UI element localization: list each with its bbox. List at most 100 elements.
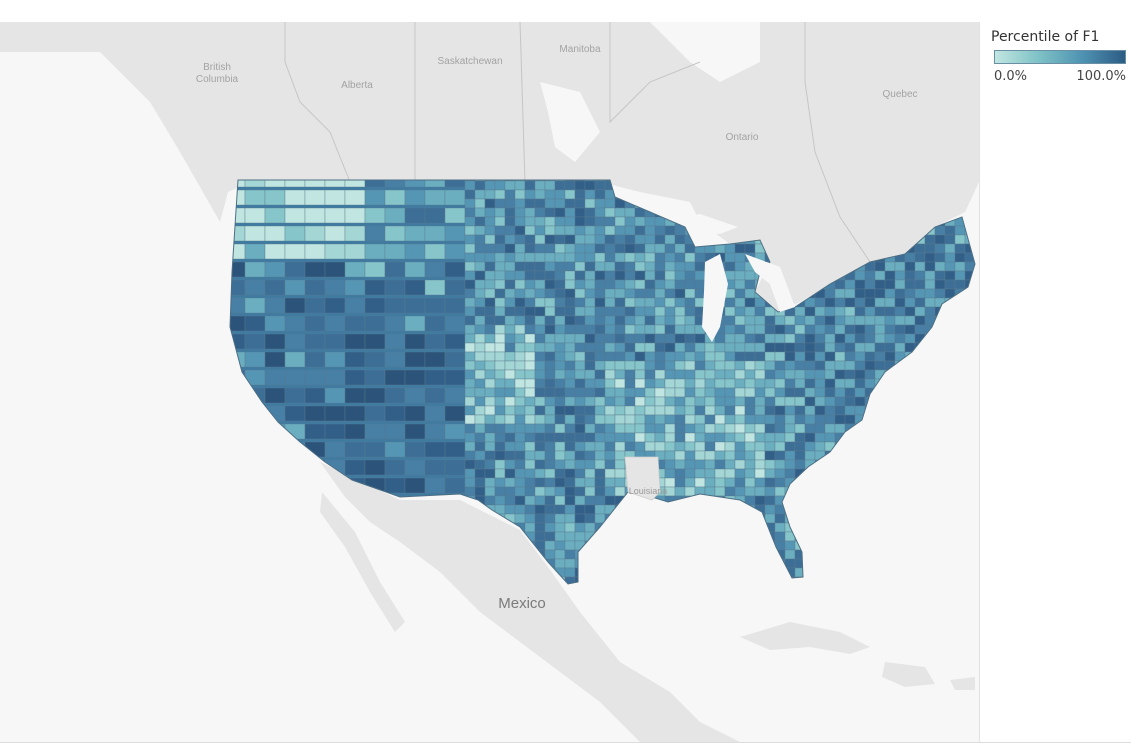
county-cell[interactable] <box>894 549 906 560</box>
county-cell[interactable] <box>904 396 916 407</box>
county-cell[interactable] <box>664 261 676 272</box>
county-cell[interactable] <box>474 414 486 425</box>
county-cell[interactable] <box>914 477 926 488</box>
county-cell[interactable] <box>554 360 566 371</box>
county-cell[interactable] <box>904 306 916 317</box>
county-cell[interactable] <box>554 513 566 524</box>
county-cell[interactable] <box>914 549 926 560</box>
county-cell[interactable] <box>724 333 736 344</box>
county-cell[interactable] <box>484 432 496 443</box>
county-cell[interactable] <box>244 405 266 422</box>
county-cell[interactable] <box>894 441 906 452</box>
county-cell[interactable] <box>954 351 966 362</box>
county-cell[interactable] <box>474 387 486 398</box>
county-cell[interactable] <box>724 468 736 479</box>
county-cell[interactable] <box>744 333 756 344</box>
county-cell[interactable] <box>554 288 566 299</box>
county-cell[interactable] <box>914 432 926 443</box>
county-cell[interactable] <box>644 270 656 281</box>
county-cell[interactable] <box>494 270 506 281</box>
county-cell[interactable] <box>884 288 896 299</box>
county-cell[interactable] <box>474 378 486 389</box>
county-cell[interactable] <box>614 360 626 371</box>
county-cell[interactable] <box>574 549 586 560</box>
county-cell[interactable] <box>264 189 286 206</box>
county-cell[interactable] <box>894 450 906 461</box>
county-cell[interactable] <box>944 387 956 398</box>
county-cell[interactable] <box>604 234 616 245</box>
county-cell[interactable] <box>594 207 606 218</box>
county-cell[interactable] <box>614 423 626 434</box>
county-cell[interactable] <box>824 486 836 497</box>
county-cell[interactable] <box>404 189 426 206</box>
county-cell[interactable] <box>804 333 816 344</box>
county-cell[interactable] <box>934 279 946 290</box>
county-cell[interactable] <box>384 297 406 314</box>
county-cell[interactable] <box>924 234 936 245</box>
county-cell[interactable] <box>714 549 726 560</box>
county-cell[interactable] <box>744 432 756 443</box>
county-cell[interactable] <box>624 396 636 407</box>
county-cell[interactable] <box>584 189 596 200</box>
county-cell[interactable] <box>734 432 746 443</box>
county-cell[interactable] <box>684 540 696 551</box>
county-cell[interactable] <box>754 576 766 586</box>
county-cell[interactable] <box>614 234 626 245</box>
county-cell[interactable] <box>524 279 536 290</box>
county-cell[interactable] <box>814 351 826 362</box>
county-cell[interactable] <box>584 243 596 254</box>
county-cell[interactable] <box>284 189 306 206</box>
county-cell[interactable] <box>844 396 856 407</box>
county-cell[interactable] <box>574 513 586 524</box>
county-cell[interactable] <box>554 558 566 569</box>
county-cell[interactable] <box>844 342 856 353</box>
county-cell[interactable] <box>624 360 636 371</box>
county-cell[interactable] <box>874 477 886 488</box>
county-cell[interactable] <box>925 586 935 595</box>
county-cell[interactable] <box>834 405 846 416</box>
county-cell[interactable] <box>644 540 656 551</box>
county-cell[interactable] <box>684 405 696 416</box>
county-cell[interactable] <box>654 423 666 434</box>
county-cell[interactable] <box>934 234 946 245</box>
county-cell[interactable] <box>944 450 956 461</box>
county-cell[interactable] <box>854 279 866 290</box>
county-cell[interactable] <box>364 225 386 242</box>
county-cell[interactable] <box>964 576 975 586</box>
county-cell[interactable] <box>884 540 896 551</box>
county-cell[interactable] <box>595 586 605 595</box>
county-cell[interactable] <box>974 198 979 209</box>
county-cell[interactable] <box>654 207 666 218</box>
county-cell[interactable] <box>924 486 936 497</box>
county-cell[interactable] <box>844 540 856 551</box>
county-cell[interactable] <box>674 513 686 524</box>
county-cell[interactable] <box>934 432 946 443</box>
county-cell[interactable] <box>854 432 866 443</box>
county-cell[interactable] <box>344 333 366 350</box>
county-cell[interactable] <box>904 450 916 461</box>
county-cell[interactable] <box>654 504 666 515</box>
county-cell[interactable] <box>744 378 756 389</box>
county-cell[interactable] <box>684 243 696 254</box>
county-cell[interactable] <box>954 396 966 407</box>
county-cell[interactable] <box>974 270 979 281</box>
county-cell[interactable] <box>574 225 586 236</box>
county-cell[interactable] <box>744 297 756 308</box>
county-cell[interactable] <box>844 432 856 443</box>
county-cell[interactable] <box>614 477 626 488</box>
county-cell[interactable] <box>664 207 676 218</box>
county-cell[interactable] <box>704 234 716 245</box>
county-cell[interactable] <box>914 288 926 299</box>
county-cell[interactable] <box>844 351 856 362</box>
county-cell[interactable] <box>644 198 656 209</box>
county-cell[interactable] <box>574 270 586 281</box>
county-cell[interactable] <box>504 477 516 488</box>
county-cell[interactable] <box>884 531 896 542</box>
county-cell[interactable] <box>894 423 906 434</box>
county-cell[interactable] <box>884 261 896 272</box>
county-cell[interactable] <box>624 297 636 308</box>
county-cell[interactable] <box>934 486 946 497</box>
county-cell[interactable] <box>574 387 586 398</box>
county-cell[interactable] <box>464 423 476 434</box>
county-cell[interactable] <box>725 586 735 595</box>
